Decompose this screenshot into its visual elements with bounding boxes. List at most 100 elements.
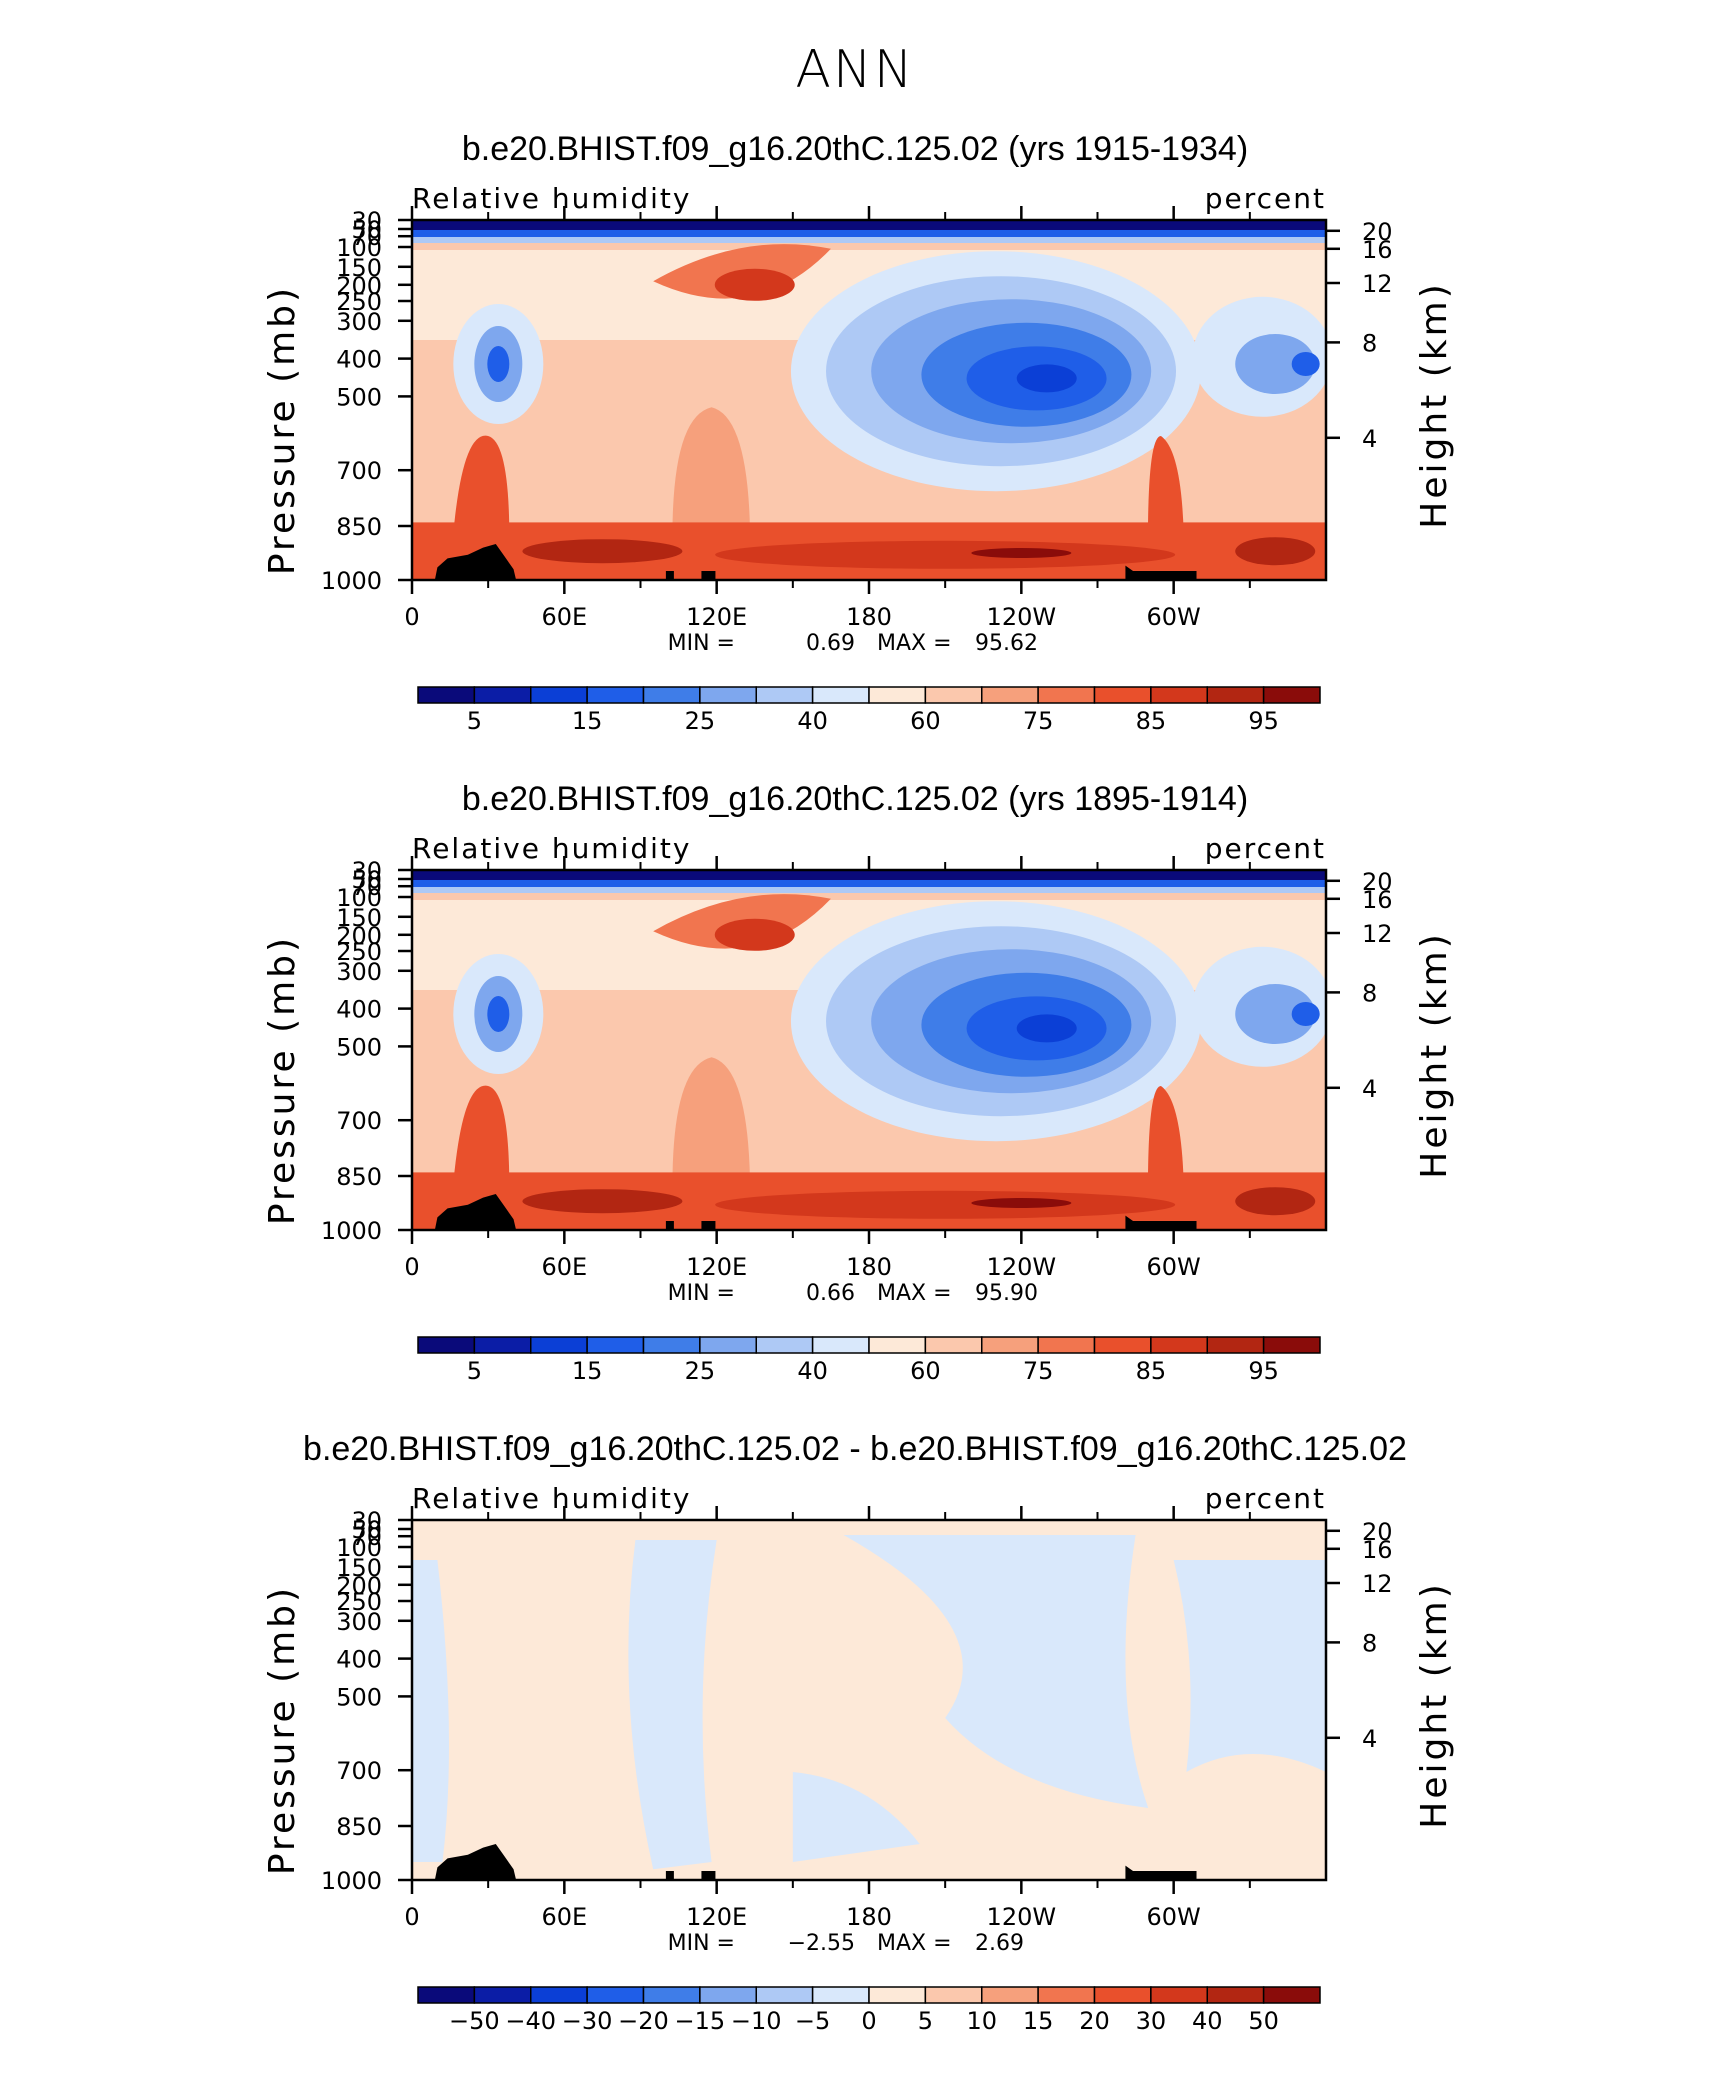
diff-patch-2 xyxy=(843,1535,1149,1808)
topography-andes xyxy=(1125,1865,1197,1880)
y-tick-label: 200 xyxy=(336,922,382,950)
colorbar-box xyxy=(530,1336,588,1354)
x-tick-label: 60W xyxy=(1147,1253,1201,1281)
y-tick-label: 850 xyxy=(336,1813,382,1841)
strato-3 xyxy=(412,887,1326,893)
y-tick-label: 700 xyxy=(336,1757,382,1785)
min-value: 0.66 xyxy=(806,1281,855,1306)
topography-island-2 xyxy=(701,571,716,580)
colorbar-label: 40 xyxy=(797,1357,828,1385)
colorbar-box xyxy=(811,686,870,704)
colorbar-box xyxy=(1037,686,1096,704)
page-title: ANN xyxy=(795,40,915,100)
y-right-tick-label: 4 xyxy=(1362,1075,1377,1103)
dry-pocket-east-center xyxy=(1291,1002,1320,1026)
x-tick-label: 180 xyxy=(846,1903,892,1931)
y-right-tick-label: 16 xyxy=(1362,236,1393,264)
y-tick-label: 30 xyxy=(351,207,382,235)
colorbar-label: 40 xyxy=(797,707,828,735)
colorbar-box xyxy=(1206,1986,1265,2004)
colorbar-label: 30 xyxy=(1136,2007,1167,2035)
topography-andes xyxy=(1125,1215,1197,1230)
plot-svg: Relative humidity percent 0 60E 120E 180 120W 6… xyxy=(262,832,1455,1385)
y-right-axis-label: Height (km) xyxy=(1414,281,1455,528)
y-tick-label: 150 xyxy=(336,1554,382,1582)
y-tick-label: 100 xyxy=(336,234,382,262)
strato-2 xyxy=(412,880,1326,887)
y-right-tick-label: 8 xyxy=(1362,979,1377,1007)
topography-island-1 xyxy=(665,571,674,580)
y-tick-label: 250 xyxy=(336,938,382,966)
colorbar-box xyxy=(417,686,476,704)
colorbar-box xyxy=(1262,1986,1321,2004)
y-right-tick-label: 4 xyxy=(1362,425,1377,453)
colorbar-box xyxy=(868,1986,927,2004)
colorbar-box xyxy=(1262,1336,1321,1354)
strato-1 xyxy=(412,220,1326,230)
panel-title: b.e20.BHIST.f09_g16.20thC.125.02 - b.e20… xyxy=(303,1430,1407,1468)
y-tick-label: 850 xyxy=(336,1163,382,1191)
colorbar-label: 75 xyxy=(1023,707,1054,735)
y-tick-label: 100 xyxy=(336,1534,382,1562)
plot-svg: Relative humidity percent 0 60E 120E 180 120W 6… xyxy=(262,1482,1455,2035)
colorbar-label: 15 xyxy=(572,1357,603,1385)
y-tick-label: 500 xyxy=(336,1683,382,1711)
dry-pocket-east-center xyxy=(1291,352,1320,376)
colorbar-box xyxy=(642,1336,701,1354)
colorbar-label: −50 xyxy=(449,2007,500,2035)
contour-field xyxy=(412,1520,1326,1880)
colorbar-box xyxy=(1150,686,1208,704)
field-name-label: Relative humidity xyxy=(412,832,691,865)
y-right-tick-label: 12 xyxy=(1362,270,1393,298)
y-right-tick-label: 8 xyxy=(1362,329,1377,357)
min-value: 0.69 xyxy=(806,631,855,656)
y-axis-label: Pressure (mb) xyxy=(262,1585,303,1875)
y-right-tick-label: 16 xyxy=(1362,1536,1393,1564)
colorbar-box xyxy=(755,1986,814,2004)
y-tick-label: 150 xyxy=(336,904,382,932)
topography-africa xyxy=(434,544,517,580)
y-tick-label: 50 xyxy=(351,216,382,244)
panel-difference: b.e20.BHIST.f09_g16.20thC.125.02 - b.e20… xyxy=(0,1430,1710,2080)
x-tick-label: 120W xyxy=(987,1253,1057,1281)
y-tick-label: 300 xyxy=(336,1608,382,1636)
boundary-max xyxy=(971,1198,1072,1208)
x-tick-label: 180 xyxy=(846,1253,892,1281)
colorbar-box xyxy=(699,686,757,704)
colorbar-label: 60 xyxy=(910,707,941,735)
colorbar-label: 15 xyxy=(1023,2007,1054,2035)
y-tick-label: 50 xyxy=(351,1516,382,1544)
colorbar-box xyxy=(1037,1986,1096,2004)
y-tick-label: 100 xyxy=(336,884,382,912)
colorbar-label: −20 xyxy=(618,2007,669,2035)
max-value: 95.62 xyxy=(975,631,1038,656)
colorbar-label: −15 xyxy=(675,2007,726,2035)
colorbar-label: 50 xyxy=(1248,2007,1279,2035)
colorbar-label: 15 xyxy=(572,707,603,735)
y-right-tick-label: 16 xyxy=(1362,886,1393,914)
y-tick-label: 300 xyxy=(336,958,382,986)
dry-pocket-west-center xyxy=(487,996,510,1032)
colorbar-box xyxy=(530,1986,588,2004)
colorbar-box xyxy=(699,1986,757,2004)
x-tick-label: 120W xyxy=(987,603,1057,631)
colorbar-box xyxy=(473,1986,532,2004)
colorbar-box xyxy=(868,686,927,704)
topography-island-2 xyxy=(701,1221,716,1230)
x-tick-label: 60W xyxy=(1147,1903,1201,1931)
x-tick-label: 120E xyxy=(686,603,747,631)
upper-moist-core xyxy=(714,268,795,301)
y-tick-label: 400 xyxy=(336,1646,382,1674)
y-right-tick-label: 12 xyxy=(1362,920,1393,948)
y-right-axis-label: Height (km) xyxy=(1414,1581,1455,1828)
y-axis-label: Pressure (mb) xyxy=(262,285,303,575)
colorbar-box xyxy=(755,686,814,704)
diff-patch-1 xyxy=(628,1540,717,1870)
y-tick-label: 1000 xyxy=(321,1867,382,1895)
colorbar-box xyxy=(1037,1336,1096,1354)
colorbar-label: 10 xyxy=(966,2007,997,2035)
y-tick-label: 500 xyxy=(336,383,382,411)
boundary-core-pacific xyxy=(715,1190,1176,1219)
x-tick-label: 60E xyxy=(541,1253,587,1281)
y-tick-label: 1000 xyxy=(321,1217,382,1245)
